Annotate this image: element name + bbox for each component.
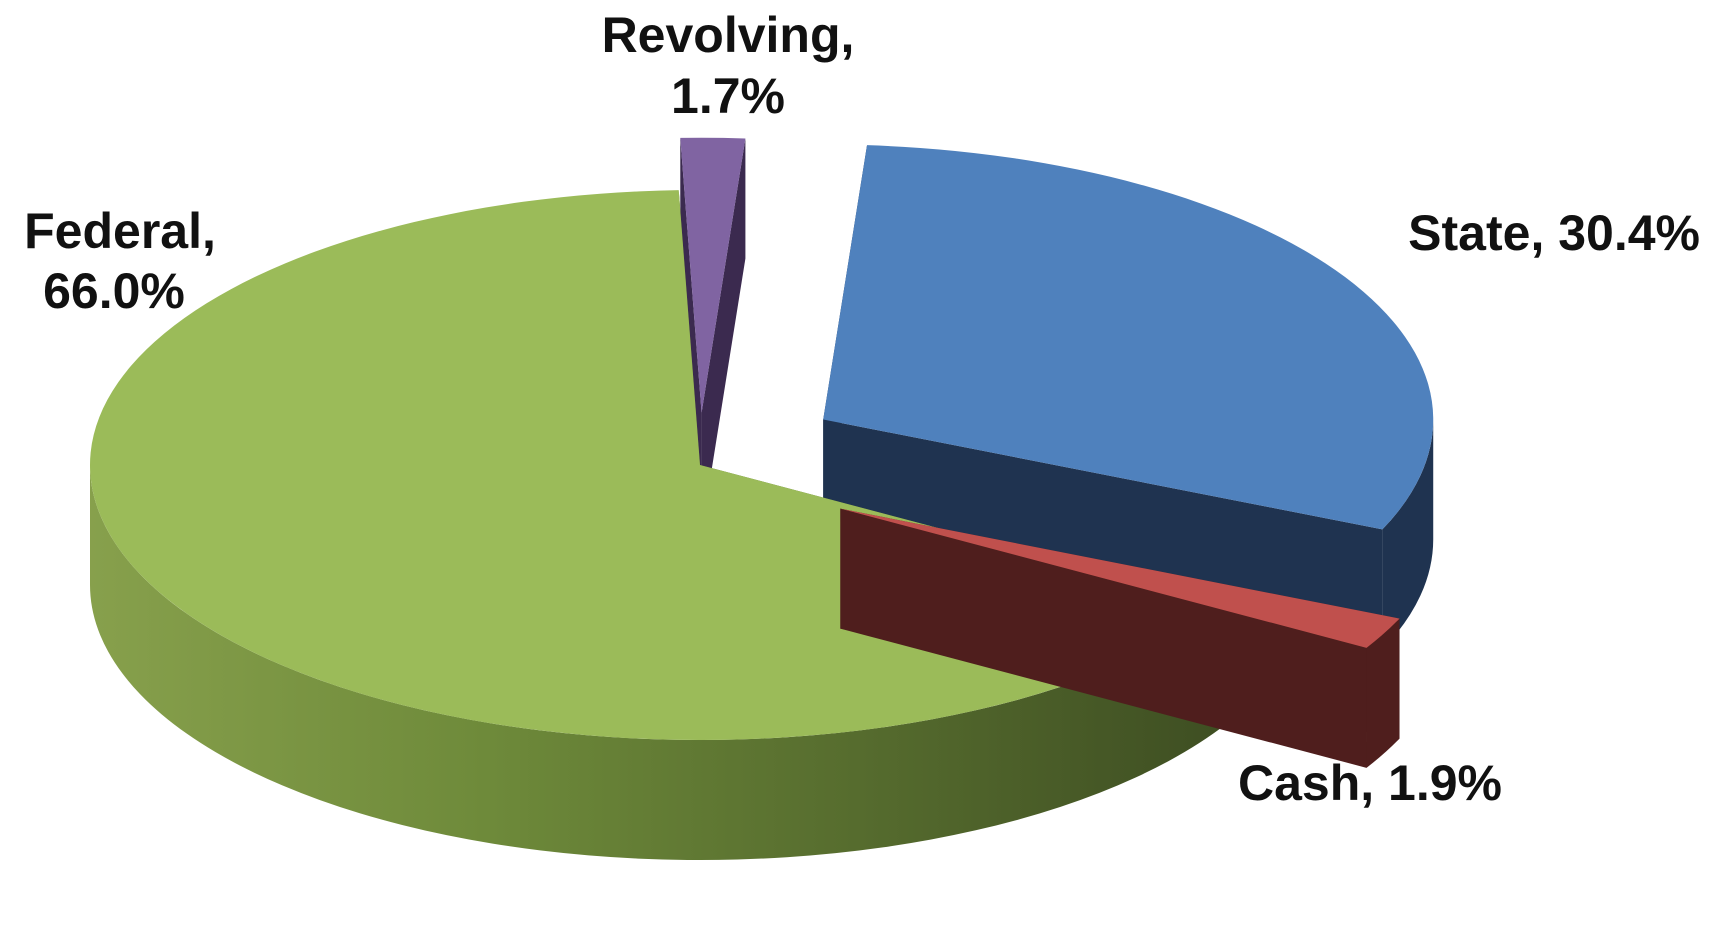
- label-federal-value: 66.0%: [43, 263, 185, 319]
- slice-wall-end-revolving: [701, 138, 746, 533]
- slice-wall-end-cash: [840, 508, 1367, 768]
- label-federal-name: Federal,: [24, 203, 216, 259]
- slice-state: [823, 145, 1434, 530]
- slice-side-federal: [90, 465, 1227, 860]
- label-revolving-name: Revolving,: [602, 7, 855, 63]
- label-cash: Cash, 1.9%: [1238, 755, 1502, 811]
- slices-group: [89, 137, 1434, 860]
- slice-side-state: [1382, 419, 1434, 650]
- slice-side-cash: [1366, 618, 1400, 768]
- label-revolving-value: 1.7%: [671, 68, 785, 124]
- slice-revolving: [680, 137, 746, 413]
- label-state: State, 30.4%: [1408, 205, 1700, 261]
- slice-cash: [840, 508, 1400, 648]
